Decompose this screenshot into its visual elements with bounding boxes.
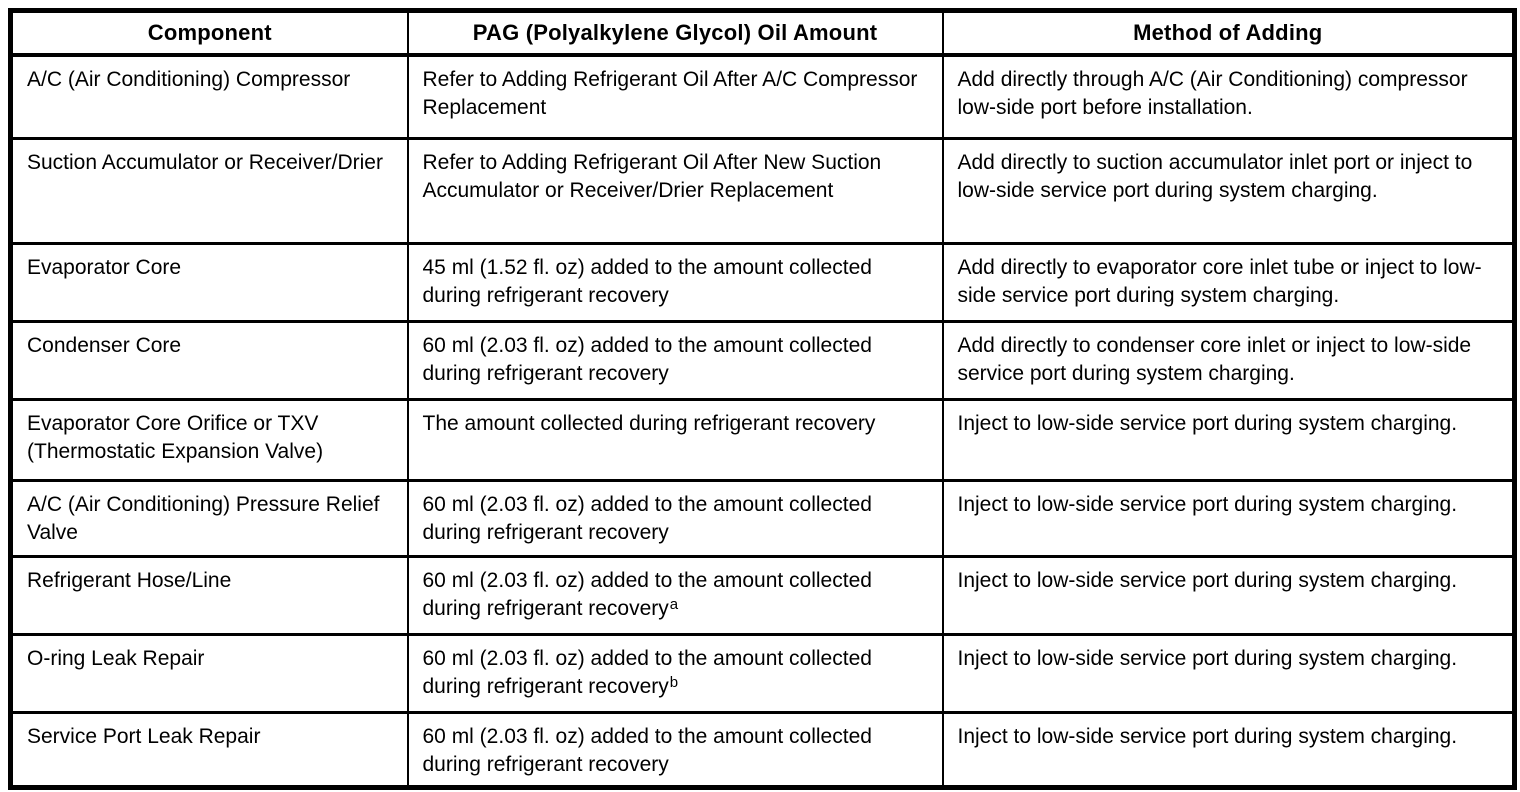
pag-oil-amount-table: Component PAG (Polyalkylene Glycol) Oil … xyxy=(8,8,1517,790)
table-row: Suction Accumulator or Receiver/Drier Re… xyxy=(9,137,1516,245)
footnote-marker xyxy=(669,283,670,300)
oil-amount-text: 60 ml (2.03 fl. oz) added to the amount … xyxy=(422,493,872,544)
table-row: Evaporator Core 45 ml (1.52 fl. oz) adde… xyxy=(9,242,1516,323)
cell-method: Inject to low-side service port during s… xyxy=(941,633,1516,714)
table-row: O-ring Leak Repair 60 ml (2.03 fl. oz) a… xyxy=(9,633,1516,714)
footnote-marker xyxy=(669,361,670,378)
table-row: Service Port Leak Repair 60 ml (2.03 fl.… xyxy=(9,711,1516,789)
oil-amount-text: Refer to Adding Refrigerant Oil After A/… xyxy=(422,67,918,119)
cell-oil-amount: 60 ml (2.03 fl. oz) added to the amount … xyxy=(406,633,944,714)
cell-oil-amount: The amount collected during refrigerant … xyxy=(406,398,944,482)
table-row: Condenser Core 60 ml (2.03 fl. oz) added… xyxy=(9,320,1516,401)
oil-amount-text: 60 ml (2.03 fl. oz) added to the amount … xyxy=(422,569,872,620)
cell-method: Add directly to condenser core inlet or … xyxy=(941,320,1516,401)
cell-oil-amount: Refer to Adding Refrigerant Oil After A/… xyxy=(406,53,944,140)
table-header-row: Component PAG (Polyalkylene Glycol) Oil … xyxy=(9,9,1516,57)
cell-component: Condenser Core xyxy=(9,320,409,401)
footnote-marker xyxy=(875,411,876,428)
cell-component: Service Port Leak Repair xyxy=(9,711,409,789)
cell-component: A/C (Air Conditioning) Pressure Relief V… xyxy=(9,479,409,558)
cell-oil-amount: 60 ml (2.03 fl. oz) added to the amount … xyxy=(406,479,944,558)
cell-method: Inject to low-side service port during s… xyxy=(941,479,1516,558)
table-row: A/C (Air Conditioning) Pressure Relief V… xyxy=(9,479,1516,558)
table-row: Evaporator Core Orifice or TXV (Thermost… xyxy=(9,398,1516,482)
oil-amount-text: The amount collected during refrigerant … xyxy=(422,412,876,435)
oil-amount-text: 60 ml (2.03 fl. oz) added to the amount … xyxy=(422,725,872,776)
oil-amount-text: Refer to Adding Refrigerant Oil After Ne… xyxy=(422,151,882,202)
cell-component: Refrigerant Hose/Line xyxy=(9,555,409,636)
cell-component: O-ring Leak Repair xyxy=(9,633,409,714)
cell-oil-amount: 45 ml (1.52 fl. oz) added to the amount … xyxy=(406,242,944,323)
cell-component: Suction Accumulator or Receiver/Drier xyxy=(9,137,409,245)
table-row: Refrigerant Hose/Line 60 ml (2.03 fl. oz… xyxy=(9,555,1516,636)
footnote-marker-b: b xyxy=(669,674,679,691)
table-row: A/C (Air Conditioning) Compressor Refer … xyxy=(9,53,1516,140)
cell-component: A/C (Air Conditioning) Compressor xyxy=(9,53,409,140)
oil-amount-text: 60 ml (2.03 fl. oz) added to the amount … xyxy=(422,334,872,385)
cell-component: Evaporator Core Orifice or TXV (Thermost… xyxy=(9,398,409,482)
footnote-marker xyxy=(669,752,670,769)
cell-method: Inject to low-side service port during s… xyxy=(941,711,1516,789)
footnote-marker xyxy=(546,95,547,112)
header-component: Component xyxy=(9,9,409,57)
cell-method: Add directly through A/C (Air Conditioni… xyxy=(941,53,1516,140)
cell-method: Add directly to suction accumulator inle… xyxy=(941,137,1516,245)
header-method-of-adding: Method of Adding xyxy=(941,9,1516,57)
oil-amount-text: 45 ml (1.52 fl. oz) added to the amount … xyxy=(422,256,872,307)
oil-amount-text: 60 ml (2.03 fl. oz) added to the amount … xyxy=(422,647,872,698)
footnote-marker xyxy=(833,178,834,195)
cell-oil-amount: 60 ml (2.03 fl. oz) added to the amount … xyxy=(406,711,944,789)
cell-component: Evaporator Core xyxy=(9,242,409,323)
cell-method: Add directly to evaporator core inlet tu… xyxy=(941,242,1516,323)
header-oil-amount: PAG (Polyalkylene Glycol) Oil Amount xyxy=(406,9,944,57)
footnote-marker xyxy=(669,520,670,537)
cell-oil-amount: Refer to Adding Refrigerant Oil After Ne… xyxy=(406,137,944,245)
cell-oil-amount: 60 ml (2.03 fl. oz) added to the amount … xyxy=(406,320,944,401)
footnote-marker-a: a xyxy=(669,596,679,613)
cell-method: Inject to low-side service port during s… xyxy=(941,398,1516,482)
cell-method: Inject to low-side service port during s… xyxy=(941,555,1516,636)
cell-oil-amount: 60 ml (2.03 fl. oz) added to the amount … xyxy=(406,555,944,636)
